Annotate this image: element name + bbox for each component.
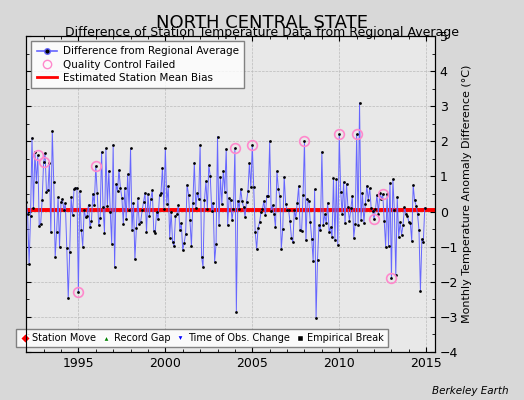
Text: NORTH CENTRAL STATE: NORTH CENTRAL STATE <box>156 14 368 32</box>
Legend: Station Move, Record Gap, Time of Obs. Change, Empirical Break: Station Move, Record Gap, Time of Obs. C… <box>16 329 388 347</box>
Text: Difference of Station Temperature Data from Regional Average: Difference of Station Temperature Data f… <box>65 26 459 39</box>
Text: Berkeley Earth: Berkeley Earth <box>432 386 508 396</box>
Y-axis label: Monthly Temperature Anomaly Difference (°C): Monthly Temperature Anomaly Difference (… <box>462 65 472 323</box>
